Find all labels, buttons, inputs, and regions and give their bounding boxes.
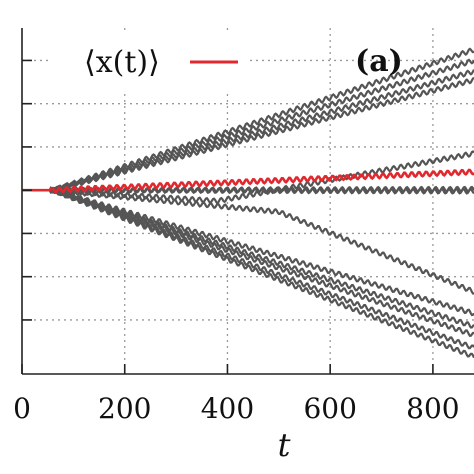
grid (22, 28, 474, 374)
panel-label: (a) (355, 44, 403, 79)
series-line-12 (22, 187, 474, 359)
series-line-11 (22, 188, 474, 350)
mean-line-group (22, 168, 474, 194)
x-tick-label-1: 200 (98, 392, 151, 425)
series-line-7 (22, 186, 474, 295)
legend-label: ⟨x(t)⟩ (84, 45, 160, 80)
mean-series-line (22, 168, 474, 194)
series-line-3 (22, 76, 474, 194)
x-tick-labels: 0 200 400 600 800 (13, 392, 460, 425)
x-tick-label-3: 600 (303, 392, 356, 425)
data-lines (22, 47, 474, 359)
x-tick-label-0: 0 (13, 392, 31, 425)
series-line-0 (22, 47, 474, 193)
x-tick-label-2: 400 (201, 392, 254, 425)
x-axis-label: t (278, 426, 291, 464)
axes (21, 28, 474, 375)
x-tick-label-4: 800 (406, 392, 459, 425)
